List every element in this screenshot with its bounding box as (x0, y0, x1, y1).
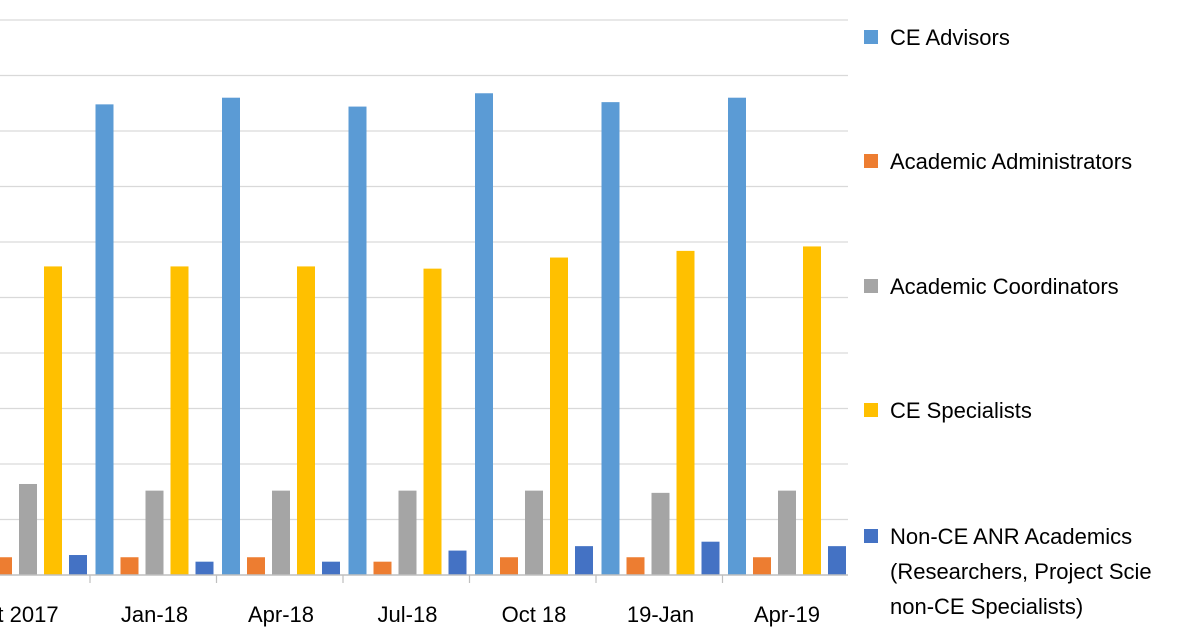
bar-2-4 (373, 561, 392, 575)
bar-4-2 (170, 266, 189, 575)
legend-swatch-5 (864, 529, 878, 543)
bar-2-2 (120, 557, 139, 575)
bar-2-1 (0, 557, 12, 575)
legend-label-5-line3: non-CE Specialists) (890, 594, 1083, 619)
legend-swatch-1 (864, 30, 878, 44)
bar-3-7 (778, 490, 796, 575)
bar-5-6 (701, 541, 720, 575)
bar-1-6 (601, 102, 620, 575)
x-tick-label: Jul-18 (378, 602, 438, 627)
legend-swatch-3 (864, 279, 878, 293)
bar-4-1 (44, 266, 62, 575)
legend-label-5: Non-CE ANR Academics (890, 524, 1132, 549)
x-axis-labels: t 2017 Jan-18 Apr-18 Jul-18 Oct 18 19-Jan Apr-… (0, 602, 820, 627)
bar-1-4 (348, 106, 367, 575)
bar-4-3 (297, 266, 315, 575)
x-tick-label: Apr-18 (248, 602, 314, 627)
bar-1-5 (475, 93, 493, 575)
bar-5-5 (575, 546, 593, 575)
bars (0, 93, 846, 576)
bar-2-5 (500, 557, 518, 575)
bar-4-7 (803, 246, 821, 575)
bar-5-7 (828, 546, 846, 575)
bar-1-7 (728, 97, 746, 575)
bar-4-6 (676, 250, 695, 575)
legend-label-3: Academic Coordinators (890, 274, 1119, 299)
legend-label-5-line2: (Researchers, Project Scie (890, 559, 1152, 584)
legend-swatch-2 (864, 154, 878, 168)
bar-3-6 (651, 492, 670, 575)
bar-3-3 (272, 490, 290, 575)
bar-2-3 (247, 557, 265, 575)
legend-label-2: Academic Administrators (890, 149, 1132, 174)
x-tick-label: 19-Jan (627, 602, 694, 627)
bar-5-3 (322, 561, 340, 575)
bar-4-5 (550, 257, 568, 575)
x-axis-ticks (89, 575, 724, 583)
legend-label-4: CE Specialists (890, 398, 1032, 423)
legend: CE Advisors Academic Administrators Academ… (864, 25, 1152, 619)
x-tick-label: t 2017 (0, 602, 59, 627)
bar-1-3 (222, 97, 240, 575)
bar-4-4 (423, 268, 442, 575)
x-tick-label: Oct 18 (502, 602, 567, 627)
bar-3-2 (145, 490, 164, 575)
bar-3-4 (398, 490, 417, 575)
bar-2-7 (753, 557, 771, 575)
x-tick-label: Jan-18 (121, 602, 188, 627)
bar-1-2 (95, 104, 114, 576)
bar-5-1 (69, 555, 87, 575)
bar-5-2 (195, 561, 214, 575)
x-tick-label: Apr-19 (754, 602, 820, 627)
bar-5-4 (448, 550, 467, 575)
legend-swatch-4 (864, 403, 878, 417)
bar-3-1 (19, 483, 37, 575)
legend-label-1: CE Advisors (890, 25, 1010, 50)
bar-3-5 (525, 490, 543, 575)
bar-2-6 (626, 557, 645, 575)
